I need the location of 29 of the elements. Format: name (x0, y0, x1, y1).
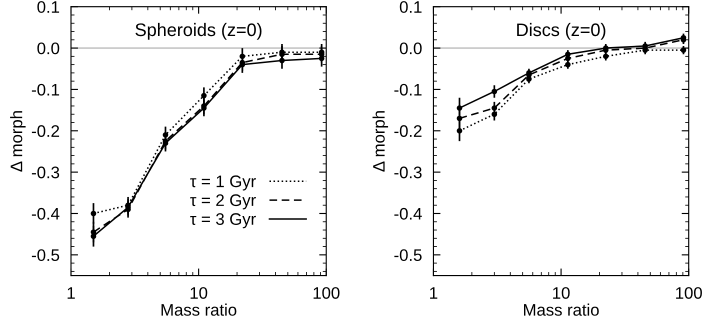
text: Spheroids (z=0) (135, 22, 262, 40)
legend-label: τ = 1 Gyr (190, 175, 256, 191)
y-tick-label: 0.1 (400, 1, 422, 13)
y-tick-label: -0.3 (32, 166, 60, 178)
y-tick-label: -0.2 (32, 125, 60, 137)
x-axis-title: Mass ratio (524, 304, 599, 316)
y-tick-label: -0.5 (32, 249, 60, 262)
y-tick-label: -0.5 (394, 249, 422, 262)
y-tick-label: 0.0 (400, 42, 422, 54)
legend-label: τ = 3 Gyr (190, 213, 256, 228)
y-tick-label: -0.4 (32, 208, 60, 220)
x-tick-label: 10 (190, 287, 208, 299)
y-tick-label: -0.1 (32, 84, 60, 96)
y-tick-label: 0.0 (37, 42, 60, 54)
x-axis-title: Mass ratio (162, 304, 236, 316)
x-tick-label: 100 (314, 287, 340, 299)
y-axis-title: Δ morph (372, 111, 388, 172)
y-tick-label: -0.4 (394, 208, 422, 220)
x-tick-label: 10 (553, 287, 570, 299)
y-axis-title: Δ morph (10, 111, 26, 172)
y-tick-label: -0.3 (394, 166, 422, 178)
x-tick-label: 100 (676, 287, 702, 299)
x-tick-label: 1 (430, 287, 438, 299)
y-tick-label: -0.1 (394, 84, 422, 96)
x-tick-label: 1 (68, 287, 75, 299)
legend-label: τ = 2 Gyr (190, 194, 256, 210)
text: Discs (z=0) (517, 22, 606, 40)
y-tick-label: 0.1 (37, 1, 60, 13)
y-tick-label: -0.2 (394, 125, 422, 137)
